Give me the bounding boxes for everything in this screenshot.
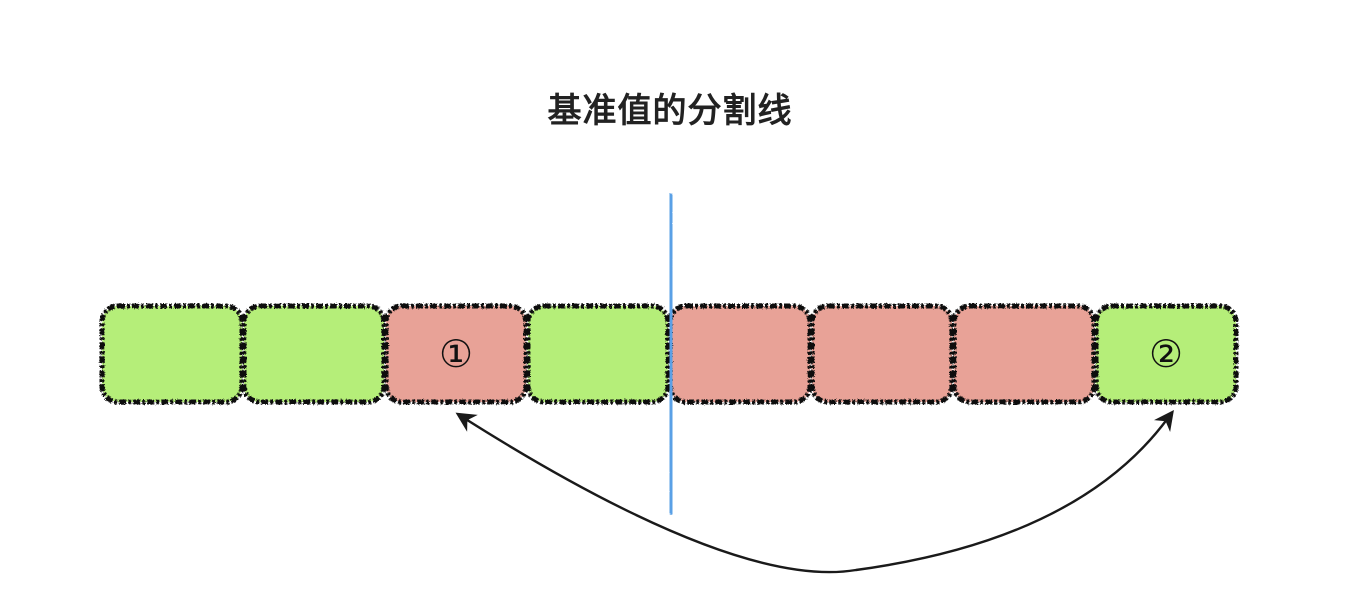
array-cell bbox=[809, 303, 955, 405]
array-cell-box bbox=[951, 303, 1097, 405]
array-cell bbox=[525, 303, 671, 405]
diagram-title: 基准值的分割线 bbox=[548, 91, 793, 131]
array-cell bbox=[99, 303, 245, 405]
array-cell-box bbox=[99, 303, 245, 405]
array-cell-box bbox=[667, 303, 813, 405]
array-cell bbox=[667, 303, 813, 405]
array-cell-box bbox=[241, 303, 387, 405]
array-cell bbox=[241, 303, 387, 405]
array-cell bbox=[951, 303, 1097, 405]
pivot-divider-group bbox=[667, 193, 675, 515]
swap-arrow-group bbox=[455, 409, 1174, 574]
array-cell-box bbox=[809, 303, 955, 405]
cell-marker-label: ① bbox=[439, 332, 473, 376]
array-cell-box bbox=[1093, 303, 1239, 405]
swap-arrow bbox=[455, 409, 1174, 574]
array-cell: ① bbox=[383, 303, 529, 405]
cell-marker-label: ② bbox=[1149, 332, 1183, 376]
pivot-divider-line bbox=[667, 193, 675, 515]
array-cell-box bbox=[383, 303, 529, 405]
array-cell: ② bbox=[1093, 303, 1239, 405]
array-cell-box bbox=[525, 303, 671, 405]
